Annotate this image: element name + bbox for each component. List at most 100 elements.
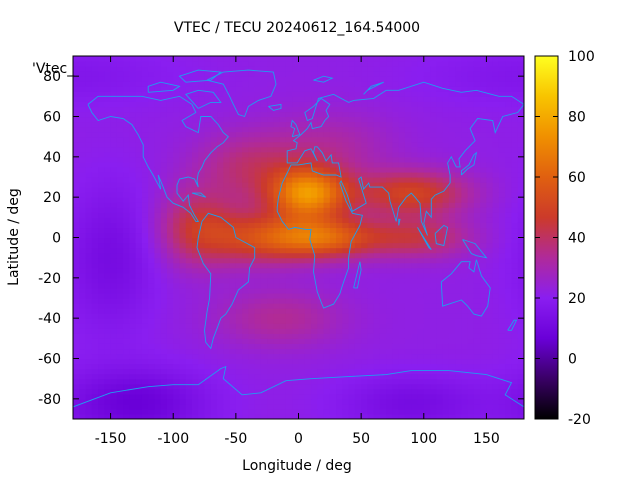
heatmap-cell — [135, 398, 143, 405]
heatmap-cell — [148, 323, 156, 329]
heatmap-cell — [85, 217, 93, 223]
heatmap-cell — [292, 393, 300, 400]
heatmap-cell — [323, 408, 331, 415]
heatmap-cell — [480, 257, 488, 264]
heatmap-cell — [223, 146, 231, 153]
heatmap-cell — [455, 207, 462, 213]
heatmap-cell — [473, 81, 481, 87]
heatmap-cell — [185, 91, 193, 97]
heatmap-cell — [473, 151, 481, 158]
heatmap-cell — [179, 182, 187, 188]
heatmap-cell — [379, 131, 387, 138]
heatmap-cell — [248, 373, 256, 380]
heatmap-cell — [79, 247, 87, 254]
heatmap-cell — [204, 277, 212, 284]
heatmap-cell — [386, 156, 394, 163]
heatmap-cell — [185, 343, 193, 350]
heatmap-cell — [98, 161, 105, 168]
heatmap-cell — [473, 338, 481, 344]
heatmap-cell — [498, 318, 506, 324]
heatmap-cell — [192, 338, 199, 344]
heatmap-cell — [260, 187, 268, 193]
heatmap-cell — [486, 298, 494, 304]
heatmap-cell — [104, 373, 112, 380]
heatmap-cell — [185, 81, 193, 87]
heatmap-cell — [423, 171, 431, 178]
heatmap-cell — [329, 247, 337, 254]
heatmap-cell — [91, 282, 99, 289]
heatmap-cell — [141, 318, 149, 324]
heatmap-cell — [480, 247, 488, 254]
heatmap-cell — [235, 222, 243, 229]
heatmap-cell — [292, 146, 300, 153]
heatmap-cell — [160, 227, 168, 234]
heatmap-cell — [141, 187, 149, 193]
heatmap-cell — [342, 323, 350, 329]
heatmap-cell — [379, 197, 387, 203]
heatmap-cell — [260, 182, 268, 188]
heatmap-cell — [323, 358, 331, 365]
heatmap-cell — [392, 156, 400, 163]
heatmap-cell — [436, 166, 444, 173]
heatmap-cell — [292, 212, 300, 218]
heatmap-cell — [292, 318, 300, 324]
heatmap-cell — [198, 161, 206, 168]
heatmap-cell — [242, 242, 249, 249]
heatmap-cell — [110, 272, 118, 279]
heatmap-cell — [342, 111, 350, 118]
heatmap-cell — [173, 363, 181, 370]
heatmap-cell — [304, 408, 312, 415]
heatmap-cell — [223, 282, 231, 289]
heatmap-cell — [248, 358, 256, 365]
heatmap-cell — [73, 277, 80, 284]
heatmap-cell — [204, 71, 212, 77]
heatmap-cell — [467, 272, 475, 279]
heatmap-cell — [79, 318, 87, 324]
heatmap-cell — [185, 328, 193, 334]
heatmap-cell — [223, 292, 231, 299]
heatmap-cell — [386, 161, 394, 168]
heatmap-cell — [198, 156, 206, 163]
heatmap-cell — [217, 182, 224, 188]
heatmap-cell — [248, 303, 256, 309]
heatmap-cell — [154, 292, 162, 299]
heatmap-cell — [423, 393, 431, 400]
heatmap-cell — [411, 408, 419, 415]
heatmap-cell — [467, 61, 475, 67]
heatmap-cell — [79, 116, 87, 123]
heatmap-cell — [386, 348, 394, 355]
heatmap-cell — [179, 151, 187, 158]
heatmap-cell — [141, 177, 149, 183]
heatmap-cell — [436, 111, 444, 118]
heatmap-cell — [73, 202, 80, 208]
heatmap-cell — [292, 368, 300, 375]
heatmap-cell — [398, 156, 406, 163]
heatmap-cell — [217, 131, 224, 138]
heatmap-cell — [492, 343, 500, 350]
heatmap-cell — [367, 202, 375, 208]
heatmap-cell — [192, 348, 199, 355]
heatmap-cell — [442, 76, 450, 82]
heatmap-cell — [492, 111, 500, 118]
heatmap-cell — [116, 106, 124, 113]
heatmap-cell — [379, 66, 387, 72]
heatmap-cell — [285, 328, 293, 334]
heatmap-cell — [404, 66, 412, 72]
heatmap-cell — [373, 272, 381, 279]
heatmap-cell — [430, 66, 437, 72]
heatmap-cell — [185, 217, 193, 223]
heatmap-cell — [304, 227, 312, 234]
heatmap-cell — [179, 81, 187, 87]
heatmap-cell — [104, 242, 112, 249]
heatmap-cell — [411, 343, 419, 350]
heatmap-cell — [442, 177, 450, 183]
heatmap-cell — [267, 61, 275, 67]
heatmap-cell — [79, 303, 87, 309]
heatmap-cell — [486, 111, 494, 118]
heatmap-cell — [442, 353, 450, 360]
heatmap-cell — [104, 413, 112, 419]
heatmap-cell — [398, 192, 406, 198]
heatmap-cell — [85, 343, 93, 350]
heatmap-cell — [217, 333, 224, 339]
heatmap-cell — [311, 413, 318, 419]
